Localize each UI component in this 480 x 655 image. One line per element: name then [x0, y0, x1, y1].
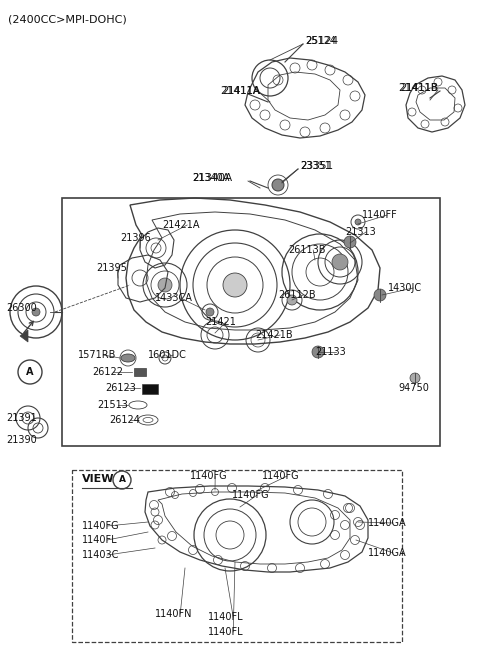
Text: 23351: 23351 — [300, 161, 331, 171]
Text: 26124: 26124 — [109, 415, 140, 425]
Text: 1140FL: 1140FL — [208, 627, 244, 637]
Text: VIEW: VIEW — [82, 474, 115, 484]
Text: 21396: 21396 — [120, 233, 151, 243]
Circle shape — [355, 219, 361, 225]
Polygon shape — [20, 330, 28, 342]
Text: 1140FG: 1140FG — [262, 471, 300, 481]
Text: 23351: 23351 — [300, 161, 333, 171]
Circle shape — [223, 273, 247, 297]
Text: 1140FN: 1140FN — [155, 609, 192, 619]
Circle shape — [332, 254, 348, 270]
Text: 1140FL: 1140FL — [208, 612, 244, 622]
Bar — [62, 198, 440, 446]
Text: 21513: 21513 — [97, 400, 128, 410]
Circle shape — [374, 289, 386, 301]
Text: (2400CC>MPI-DOHC): (2400CC>MPI-DOHC) — [8, 14, 127, 24]
Text: 21391: 21391 — [6, 413, 37, 423]
Text: 25124: 25124 — [305, 36, 338, 46]
Text: 21395: 21395 — [96, 263, 127, 273]
Text: 26123: 26123 — [105, 383, 136, 393]
Text: 21421A: 21421A — [162, 220, 200, 230]
Circle shape — [410, 373, 420, 383]
Text: 1430JC: 1430JC — [388, 283, 422, 293]
Text: 94750: 94750 — [398, 383, 429, 393]
Text: A: A — [119, 476, 125, 485]
Text: 21411A: 21411A — [220, 86, 260, 96]
Ellipse shape — [121, 354, 135, 362]
Text: 26112B: 26112B — [278, 290, 316, 300]
Text: 1140GA: 1140GA — [368, 548, 407, 558]
Bar — [72, 470, 402, 642]
Circle shape — [206, 308, 214, 316]
Circle shape — [287, 295, 297, 305]
Text: 21133: 21133 — [315, 347, 346, 357]
Text: 21340A: 21340A — [192, 173, 232, 183]
Bar — [142, 384, 158, 394]
Text: 26122: 26122 — [92, 367, 123, 377]
Text: 1601DC: 1601DC — [148, 350, 187, 360]
Text: 21411B: 21411B — [398, 83, 438, 93]
Text: 26300: 26300 — [6, 303, 37, 313]
Text: 1433CA: 1433CA — [155, 293, 193, 303]
Text: 21421: 21421 — [205, 317, 236, 327]
Text: 1140FG: 1140FG — [190, 471, 228, 481]
Text: 1140FG: 1140FG — [82, 521, 120, 531]
Circle shape — [32, 308, 40, 316]
Text: 21390: 21390 — [6, 435, 37, 445]
Circle shape — [344, 236, 356, 248]
Text: 21313: 21313 — [345, 227, 376, 237]
Bar — [14, 322, 34, 342]
Text: 1140FF: 1140FF — [362, 210, 398, 220]
Text: 25124: 25124 — [305, 36, 336, 46]
Text: 1140FG: 1140FG — [232, 490, 270, 500]
Circle shape — [272, 179, 284, 191]
Text: 21421B: 21421B — [255, 330, 293, 340]
Text: 21411B: 21411B — [400, 83, 437, 93]
Text: 1571RB: 1571RB — [78, 350, 116, 360]
Text: 21340A: 21340A — [192, 173, 229, 183]
Text: 11403C: 11403C — [82, 550, 120, 560]
Text: 26113B: 26113B — [288, 245, 325, 255]
Circle shape — [312, 346, 324, 358]
Text: A: A — [26, 367, 34, 377]
Text: 21411A: 21411A — [222, 86, 259, 96]
Circle shape — [158, 278, 172, 292]
Text: 1140GA: 1140GA — [368, 518, 407, 528]
Bar — [134, 368, 146, 376]
Text: 1140FL: 1140FL — [82, 535, 118, 545]
